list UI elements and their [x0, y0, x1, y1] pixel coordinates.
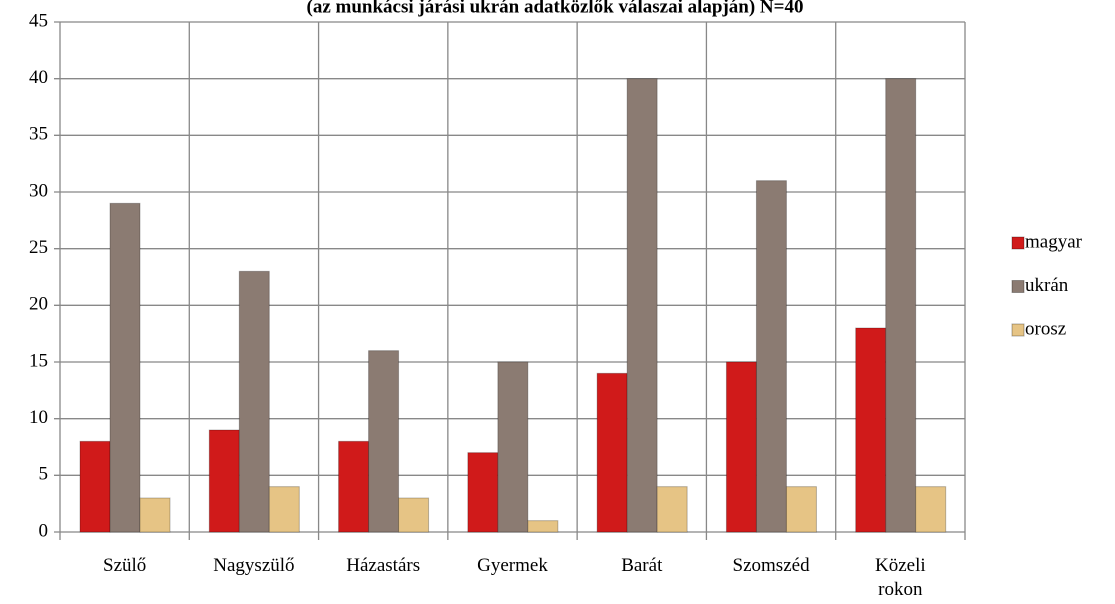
- bar: [755, 180, 787, 533]
- bar: [626, 78, 658, 533]
- y-tick-label: 35: [29, 124, 48, 145]
- bar: [527, 520, 559, 533]
- legend-swatch: [1011, 236, 1025, 250]
- bar: [109, 202, 141, 533]
- legend-label: ukrán: [1025, 275, 1069, 296]
- y-tick-label: 10: [29, 407, 48, 428]
- y-tick-label: 45: [29, 10, 48, 31]
- bar: [497, 361, 529, 533]
- bar: [368, 350, 400, 533]
- bar: [785, 486, 817, 533]
- bar: [915, 486, 947, 533]
- bar: [398, 497, 430, 533]
- bar: [885, 78, 917, 533]
- chart-title: (az munkácsi járási ukrán adatközlők vál…: [307, 0, 804, 17]
- y-tick-label: 20: [29, 294, 48, 315]
- x-tick-label: Nagyszülő: [213, 555, 295, 576]
- bar: [338, 440, 370, 533]
- x-tick-label: Házastárs: [346, 555, 421, 576]
- bar: [208, 429, 240, 533]
- x-tick-label: Szülő: [103, 555, 147, 576]
- legend-swatch: [1011, 280, 1025, 293]
- y-tick-label: 15: [29, 350, 48, 371]
- bar: [268, 486, 300, 533]
- bar: [79, 440, 111, 533]
- y-tick-label: 40: [29, 67, 48, 88]
- x-tick-label: Barát: [621, 555, 663, 576]
- bar: [596, 372, 628, 533]
- y-tick-label: 0: [39, 520, 49, 541]
- bar: [725, 361, 757, 533]
- x-tick-label: Szomszéd: [732, 555, 810, 576]
- bar: [467, 452, 499, 533]
- bar: [656, 486, 688, 533]
- legend-label: magyar: [1025, 231, 1083, 252]
- y-tick-label: 5: [39, 464, 49, 485]
- y-tick-label: 30: [29, 180, 48, 201]
- bar: [855, 327, 887, 533]
- bar: [139, 497, 171, 533]
- x-tick-label: Gyermek: [477, 555, 548, 576]
- legend-swatch: [1011, 323, 1025, 337]
- legend-label: orosz: [1025, 318, 1066, 339]
- x-tick-label: Közeli rokon: [875, 555, 926, 600]
- bar: [238, 270, 270, 533]
- y-tick-label: 25: [29, 237, 48, 258]
